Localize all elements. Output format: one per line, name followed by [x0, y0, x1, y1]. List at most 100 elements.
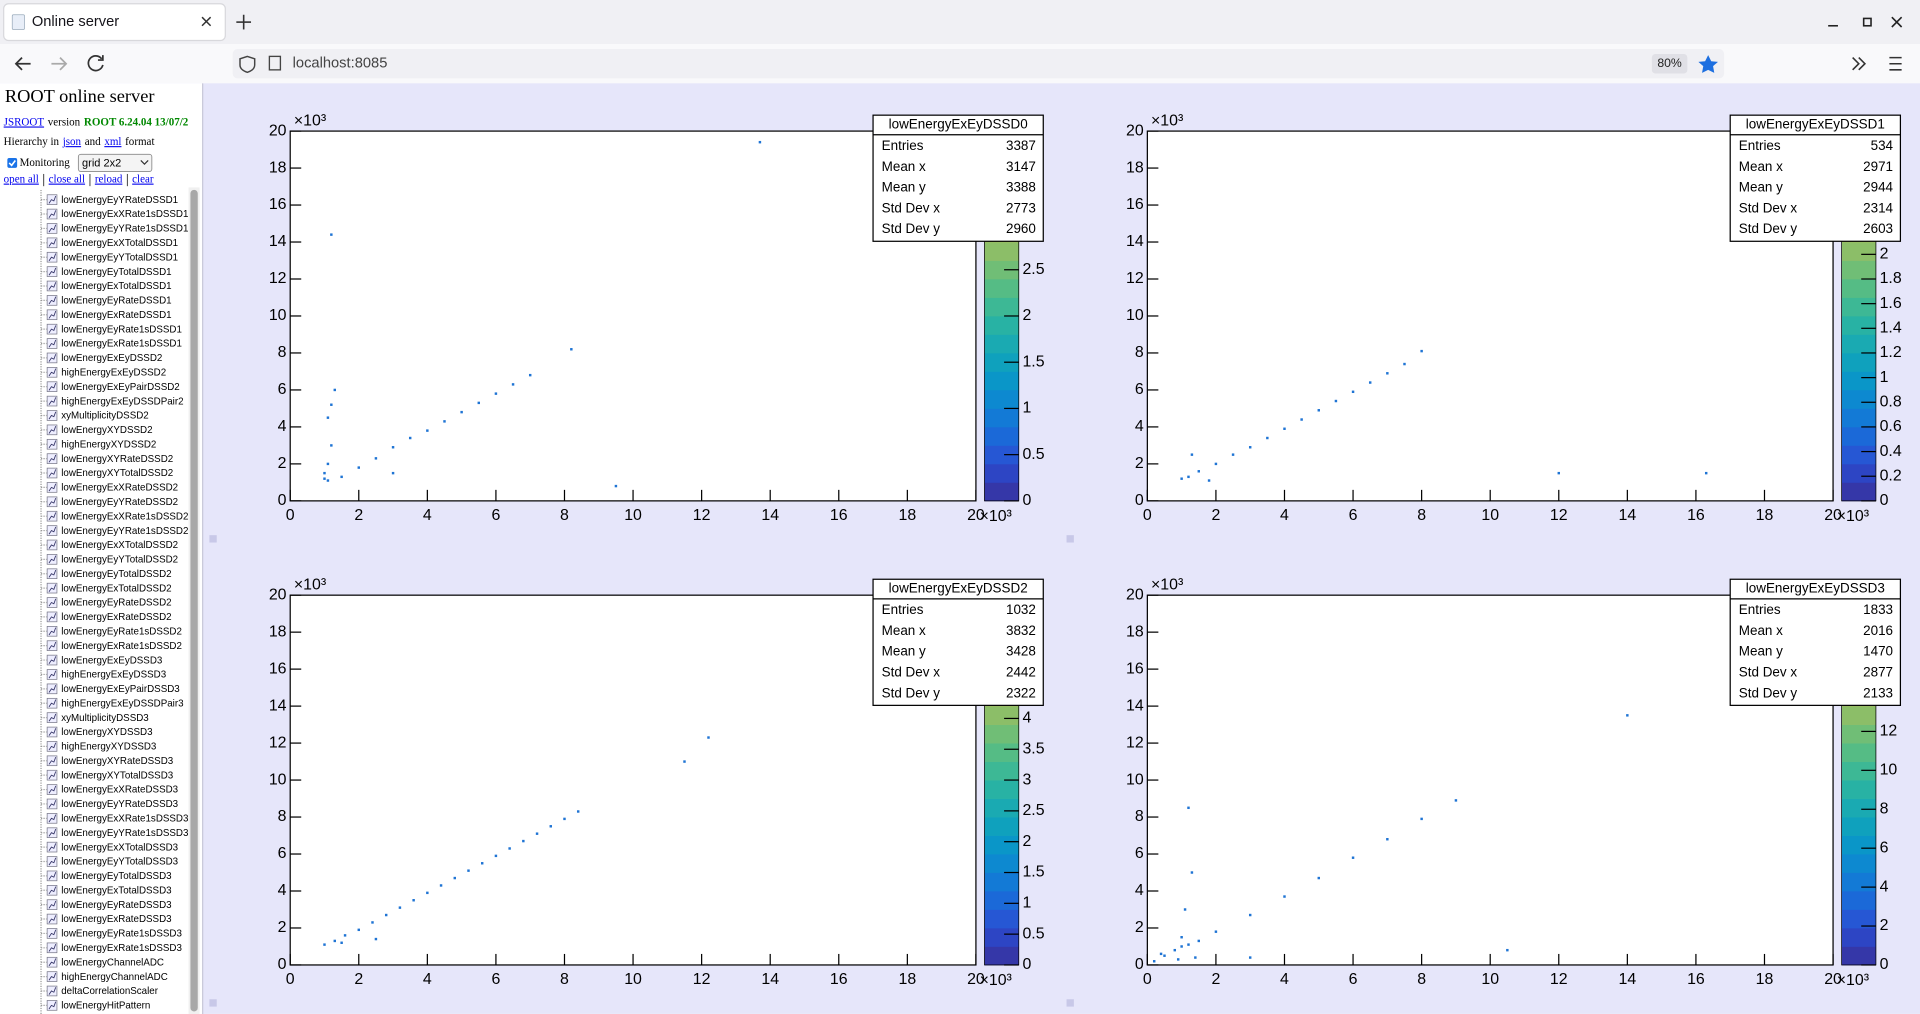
palette-band [1841, 279, 1876, 298]
y-tick-label: 18 [269, 159, 287, 176]
new-tab[interactable] [236, 14, 252, 30]
tree-item[interactable]: lowEnergyExXRateDSSD2 [61, 483, 178, 494]
tree-item[interactable]: highEnergyXYDSSD2 [61, 439, 156, 450]
tree-item[interactable]: lowEnergyEyYTotalDSSD1 [61, 252, 178, 263]
xml-link[interactable]: xml [104, 136, 121, 148]
point [1506, 948, 1509, 952]
stats-value: 1470 [1863, 644, 1893, 659]
y-tick-label: 20 [269, 122, 287, 139]
item-icon-mark [48, 656, 57, 664]
tree-item[interactable]: highEnergyXYDSSD3 [61, 742, 157, 753]
window-controls[interactable] [1828, 16, 1903, 28]
tab-close[interactable] [201, 16, 212, 27]
tree-item[interactable]: lowEnergyEyRate1sDSSD1 [61, 324, 182, 335]
stats-label: Std Dev y [882, 685, 941, 700]
monitoring-checkbox[interactable] [7, 158, 18, 168]
tree-item[interactable]: lowEnergyHitPattern [61, 1001, 150, 1012]
tree-item[interactable]: lowEnergyExEyDSSD3 [61, 655, 163, 666]
tree-item[interactable]: lowEnergyChannelADC [61, 957, 164, 968]
tree-item[interactable]: lowEnergyExXRate1sDSSD2 [61, 511, 188, 522]
sidebar-link[interactable]: reload [95, 174, 123, 186]
tree-item[interactable]: lowEnergyEyTotalDSSD1 [61, 267, 171, 278]
tree-item[interactable]: lowEnergyEyYRate1sDSSD2 [61, 526, 188, 537]
y-tick-label: 2 [1135, 455, 1144, 472]
tree-item[interactable]: highEnergyExEyDSSDPair2 [61, 396, 183, 407]
tree-item[interactable]: lowEnergyExRate1sDSSD2 [61, 641, 182, 652]
tree-item[interactable]: lowEnergyExRateDSSD3 [61, 914, 172, 925]
palette-band [1841, 297, 1876, 317]
tree-item[interactable]: lowEnergyExXTotalDSSD3 [61, 842, 178, 853]
palette-band [984, 445, 1019, 465]
point [1180, 945, 1183, 948]
tree-item[interactable]: lowEnergyEyYRate1sDSSD1 [61, 224, 188, 235]
stats-label: Mean x [1739, 159, 1783, 174]
point [343, 934, 347, 937]
tree-item[interactable]: lowEnergyEyRateDSSD2 [61, 598, 171, 609]
nav-buttons[interactable] [14, 55, 104, 72]
tree-item[interactable]: xyMultiplicityDSSD3 [61, 713, 149, 724]
z-tick-label: 0 [1880, 956, 1889, 973]
tree-item[interactable]: lowEnergyExTotalDSSD2 [61, 583, 171, 594]
tree-item[interactable]: lowEnergyEyYRateDSSD2 [61, 497, 178, 508]
tree-item[interactable]: lowEnergyEyYRateDSSD1 [61, 195, 178, 206]
sidebar-link[interactable]: open all [4, 174, 39, 186]
menu-buttons[interactable] [1852, 56, 1902, 71]
jsroot-link[interactable]: JSROOT [4, 116, 45, 128]
tab[interactable] [3, 3, 226, 42]
tree-item[interactable]: lowEnergyExEyPairDSSD2 [61, 382, 180, 393]
tree-item[interactable]: highEnergyExEyDSSD2 [61, 368, 166, 379]
sidebar-link[interactable]: clear [132, 174, 154, 186]
tree-item[interactable]: highEnergyChannelADC [61, 972, 168, 983]
point [707, 736, 710, 739]
tree-item[interactable]: xyMultiplicityDSSD2 [61, 411, 149, 422]
tree-item[interactable]: lowEnergyXYTotalDSSD2 [61, 468, 173, 479]
tree-item[interactable]: lowEnergyExTotalDSSD3 [61, 885, 172, 896]
palette-band [984, 780, 1019, 799]
tree-item[interactable]: lowEnergyExRate1sDSSD1 [61, 339, 182, 350]
stats-label: Std Dev y [1739, 221, 1798, 236]
y-tick-label: 8 [1135, 808, 1144, 825]
tree-item[interactable]: lowEnergyXYRateDSSD2 [61, 454, 173, 465]
x-tick-label: 6 [491, 971, 500, 988]
layout-select[interactable] [77, 153, 153, 172]
tree-item[interactable]: lowEnergyEyRateDSSD3 [61, 900, 172, 911]
tree-item[interactable]: lowEnergyExXRate1sDSSD1 [61, 209, 188, 220]
sidebar-link[interactable]: close all [49, 174, 85, 186]
tree-item[interactable]: lowEnergyXYDSSD2 [61, 425, 152, 436]
bookmark-star[interactable] [1698, 55, 1718, 73]
tree-item[interactable]: lowEnergyEyYTotalDSSD2 [61, 555, 178, 566]
tree-item[interactable]: lowEnergyExXTotalDSSD2 [61, 540, 178, 551]
tree-item[interactable]: lowEnergyEyYRateDSSD3 [61, 799, 178, 810]
tree-item[interactable]: lowEnergyEyYRate1sDSSD3 [61, 828, 189, 839]
tree-item[interactable]: highEnergyExEyDSSD3 [61, 670, 166, 681]
tree-item[interactable]: lowEnergyExRateDSSD2 [61, 612, 171, 623]
tree-item[interactable]: lowEnergyEyRateDSSD1 [61, 296, 171, 307]
x-tick-label: 18 [898, 507, 916, 524]
frame [289, 130, 977, 502]
tree-item[interactable]: lowEnergyExTotalDSSD1 [61, 281, 171, 292]
tree-item[interactable]: lowEnergyEyRate1sDSSD2 [61, 626, 182, 637]
y-multiplier: ×10³ [294, 112, 326, 129]
point [549, 825, 552, 828]
tree-item[interactable]: lowEnergyXYRateDSSD3 [61, 756, 174, 767]
tree-item[interactable]: deltaCorrelationScaler [61, 986, 159, 997]
tree-item[interactable]: lowEnergyEyYTotalDSSD3 [61, 857, 178, 868]
tree-item[interactable]: lowEnergyEyTotalDSSD2 [61, 569, 171, 580]
url-field[interactable] [232, 49, 1725, 79]
json-link[interactable]: json [62, 136, 82, 148]
scrollbar-thumb[interactable] [190, 189, 198, 1012]
tree-item[interactable]: lowEnergyExXTotalDSSD1 [61, 238, 178, 249]
tree-item[interactable]: lowEnergyExRateDSSD1 [61, 310, 171, 321]
tree-item[interactable]: lowEnergyXYTotalDSSD3 [61, 770, 174, 781]
tree-item[interactable]: highEnergyExEyDSSDPair3 [61, 698, 184, 709]
tree-item[interactable]: lowEnergyExXRateDSSD3 [61, 785, 178, 796]
tree-item[interactable]: lowEnergyXYDSSD3 [61, 727, 153, 738]
point [1197, 470, 1200, 473]
tree-item[interactable]: lowEnergyExRate1sDSSD3 [61, 943, 182, 954]
tree-item[interactable]: lowEnergyExXRate1sDSSD3 [61, 814, 189, 825]
tree-item[interactable]: lowEnergyExEyDSSD2 [61, 353, 162, 364]
tree-item[interactable]: lowEnergyEyTotalDSSD3 [61, 871, 172, 882]
tree-item[interactable]: lowEnergyEyRate1sDSSD3 [61, 929, 182, 940]
tree-item[interactable]: lowEnergyExEyPairDSSD3 [61, 684, 180, 695]
zoom-badge[interactable] [1651, 53, 1688, 74]
